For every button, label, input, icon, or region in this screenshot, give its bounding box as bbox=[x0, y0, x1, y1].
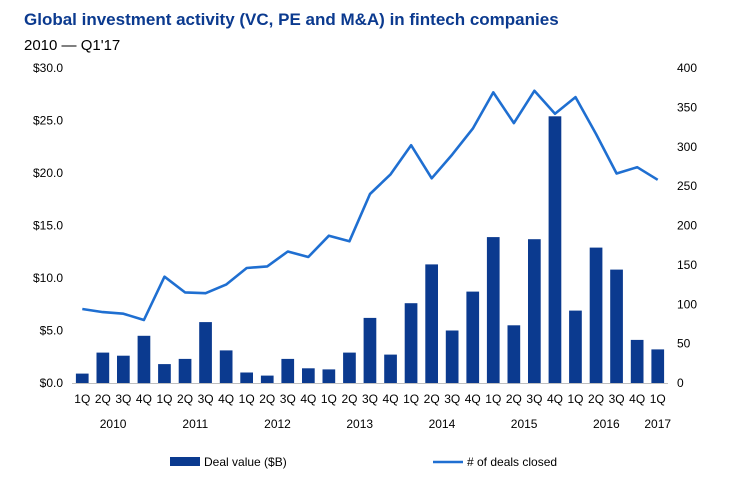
legend-line-label: # of deals closed bbox=[467, 455, 557, 469]
bar-deal-value bbox=[548, 116, 562, 384]
bar-deal-value bbox=[507, 325, 521, 384]
x-tick-label: 3Q bbox=[609, 392, 625, 406]
x-tick-label: 1Q bbox=[568, 392, 584, 406]
bar-deal-value bbox=[302, 368, 315, 383]
x-tick-label: 2Q bbox=[424, 392, 440, 406]
y-left-tick-label: $5.0 bbox=[40, 324, 64, 338]
y-left-tick-label: $30.0 bbox=[33, 61, 63, 75]
x-tick-label: 4Q bbox=[300, 392, 316, 406]
x-tick-label: 3Q bbox=[115, 392, 131, 406]
bar-deal-value bbox=[466, 291, 480, 383]
x-tick-label: 2Q bbox=[588, 392, 604, 406]
chart-subtitle: 2010 — Q1'17 bbox=[24, 37, 121, 54]
x-tick-label: 4Q bbox=[383, 392, 399, 406]
x-tick-label: 3Q bbox=[362, 392, 378, 406]
bar-deal-value bbox=[137, 335, 151, 384]
y-right-tick-label: 300 bbox=[677, 140, 697, 154]
x-tick-label: 2Q bbox=[177, 392, 193, 406]
legend-bar-label: Deal value ($B) bbox=[204, 455, 287, 469]
y-left-tick-label: $10.0 bbox=[33, 271, 63, 285]
bar-deal-value bbox=[404, 303, 418, 383]
bar-deal-value bbox=[75, 373, 89, 383]
y-right-tick-label: 250 bbox=[677, 179, 697, 193]
x-tick-label: 2Q bbox=[506, 392, 522, 406]
bar-deal-value bbox=[363, 317, 377, 383]
chart-title: Global investment activity (VC, PE and M… bbox=[24, 10, 559, 29]
y-right-tick-label: 0 bbox=[677, 376, 684, 390]
x-tick-label: 3Q bbox=[526, 392, 542, 406]
x-year-label: 2013 bbox=[346, 417, 373, 431]
x-year-label: 2017 bbox=[644, 417, 671, 431]
y-left-tick-label: $15.0 bbox=[33, 219, 63, 233]
x-tick-label: 1Q bbox=[74, 392, 90, 406]
bar-deal-value bbox=[240, 372, 253, 383]
x-tick-label: 1Q bbox=[321, 392, 337, 406]
x-year-label: 2015 bbox=[511, 417, 538, 431]
y-left-tick-label: $0.0 bbox=[40, 376, 64, 390]
x-tick-label: 4Q bbox=[629, 392, 645, 406]
y-right-tick-label: 200 bbox=[677, 219, 697, 233]
x-tick-label: 1Q bbox=[485, 392, 501, 406]
x-tick-label: 1Q bbox=[403, 392, 419, 406]
x-tick-label: 3Q bbox=[280, 392, 296, 406]
bar-deal-value bbox=[528, 239, 541, 383]
x-tick-label: 2Q bbox=[95, 392, 111, 406]
x-year-label: 2012 bbox=[264, 417, 291, 431]
line-deals-closed bbox=[82, 89, 659, 322]
bar-deal-value bbox=[589, 247, 603, 383]
y-left-tick-label: $20.0 bbox=[33, 166, 63, 180]
bar-deal-value bbox=[260, 375, 274, 383]
x-year-label: 2016 bbox=[593, 417, 620, 431]
bar-deal-value bbox=[486, 237, 500, 383]
y-left-tick-label: $25.0 bbox=[33, 114, 63, 128]
x-tick-label: 2Q bbox=[259, 392, 275, 406]
x-tick-label: 1Q bbox=[239, 392, 255, 406]
bar-deal-value bbox=[651, 349, 665, 383]
y-right-tick-label: 400 bbox=[677, 61, 697, 75]
bar-deal-value bbox=[445, 330, 459, 383]
legend-bar-swatch bbox=[170, 457, 200, 466]
x-tick-label: 3Q bbox=[198, 392, 214, 406]
bar-deal-value bbox=[343, 352, 356, 383]
y-right-tick-label: 100 bbox=[677, 297, 697, 311]
bar-deal-value bbox=[384, 354, 397, 383]
x-tick-label: 4Q bbox=[547, 392, 563, 406]
x-tick-label: 4Q bbox=[136, 392, 152, 406]
bar-deal-value bbox=[610, 269, 623, 383]
x-year-label: 2014 bbox=[429, 417, 456, 431]
x-tick-label: 4Q bbox=[465, 392, 481, 406]
x-tick-label: 1Q bbox=[156, 392, 172, 406]
x-tick-label: 3Q bbox=[444, 392, 460, 406]
y-right-tick-label: 50 bbox=[677, 337, 691, 351]
y-right-tick-label: 350 bbox=[677, 100, 697, 114]
bar-deal-value bbox=[158, 364, 171, 383]
bar-deal-value bbox=[117, 355, 130, 383]
bar-deal-value bbox=[199, 322, 212, 383]
bar-deal-value bbox=[96, 352, 110, 383]
x-tick-label: 2Q bbox=[341, 392, 357, 406]
bar-deal-value bbox=[322, 369, 336, 383]
y-right-tick-label: 150 bbox=[677, 258, 697, 272]
x-tick-label: 1Q bbox=[650, 392, 666, 406]
bar-deal-value bbox=[569, 310, 582, 383]
bar-deal-value bbox=[281, 358, 295, 383]
bar-deal-value bbox=[630, 339, 644, 383]
x-tick-label: 4Q bbox=[218, 392, 234, 406]
bar-deal-value bbox=[219, 350, 233, 383]
x-year-label: 2010 bbox=[100, 417, 127, 431]
x-year-label: 2011 bbox=[182, 417, 208, 431]
bar-deal-value bbox=[178, 358, 192, 383]
bar-deal-value bbox=[425, 264, 438, 383]
